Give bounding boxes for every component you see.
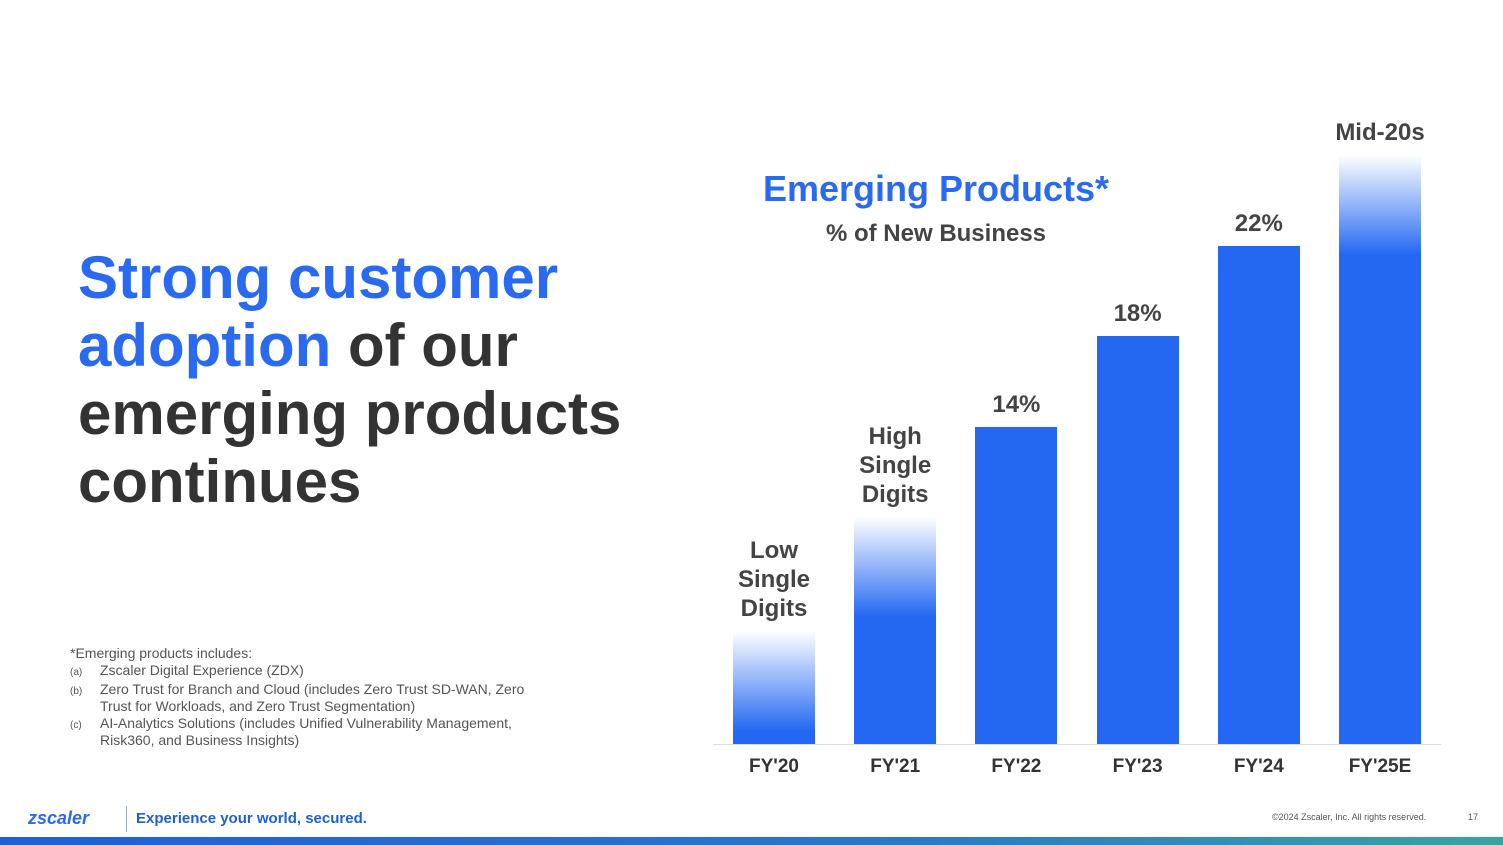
- baseline: [713, 744, 1441, 745]
- bar: [1217, 245, 1300, 744]
- chart-subtitle: % of New Business: [825, 220, 1047, 247]
- footnote-text: Zscaler Digital Experience (ZDX): [100, 662, 304, 678]
- separator: [126, 806, 127, 832]
- bar: [1339, 155, 1421, 744]
- tagline: Experience your world, secured.: [136, 810, 367, 827]
- copyright: ©2024 Zscaler, Inc. All rights reserved.: [1272, 812, 1427, 822]
- x-tick-label: FY'23: [1112, 756, 1163, 777]
- page-number: 17: [1468, 812, 1479, 822]
- footer: zscaler Experience your world, secured. …: [0, 800, 1503, 845]
- footnote: (a) Zscaler Digital Experience (ZDX): [70, 662, 540, 681]
- footnotes: *Emerging products includes: (a) Zscaler …: [70, 645, 540, 749]
- x-tick-label: FY'21: [870, 756, 921, 777]
- color-strip: [0, 837, 1503, 845]
- footnote: (b) Zero Trust for Branch and Cloud (incl…: [70, 681, 540, 715]
- bar: [854, 517, 937, 744]
- x-tick-label: FY'22: [991, 756, 1042, 777]
- chart: Emerging Products* % of New Business Low…: [713, 119, 1441, 777]
- value-label: High Single Digits: [859, 423, 932, 509]
- slide-title: Strong customer adoption of our emerging…: [78, 244, 678, 516]
- logo: zscaler: [28, 808, 90, 828]
- bar: [733, 630, 815, 744]
- x-tick-label: FY'25E: [1348, 756, 1412, 777]
- chart-title: Emerging Products*: [762, 168, 1110, 209]
- value-label: 18%: [1113, 300, 1162, 328]
- footnote-marker: (a): [70, 667, 83, 678]
- bar: [1096, 336, 1179, 744]
- footnote-text: Zero Trust for Branch and Cloud (include…: [100, 681, 525, 714]
- value-label: 14%: [992, 390, 1041, 418]
- title-highlight: Strong customer adoption: [78, 244, 559, 379]
- footnote-text: AI-Analytics Solutions (includes Unified…: [100, 715, 512, 748]
- value-label: Low Single Digits: [737, 536, 810, 622]
- footnote-marker: (b): [70, 686, 83, 697]
- x-tick-label: FY'20: [749, 756, 799, 777]
- footnote-intro: *Emerging products includes:: [70, 645, 253, 661]
- value-label: Mid-20s: [1335, 119, 1425, 146]
- footnote-marker: (c): [70, 720, 82, 731]
- footnote: (c) AI-Analytics Solutions (includes Unif…: [70, 715, 540, 749]
- x-tick-label: FY'24: [1233, 756, 1284, 777]
- bar: [975, 426, 1058, 744]
- title-rest: of our emerging products continues: [78, 312, 622, 515]
- value-label: 22%: [1234, 209, 1283, 237]
